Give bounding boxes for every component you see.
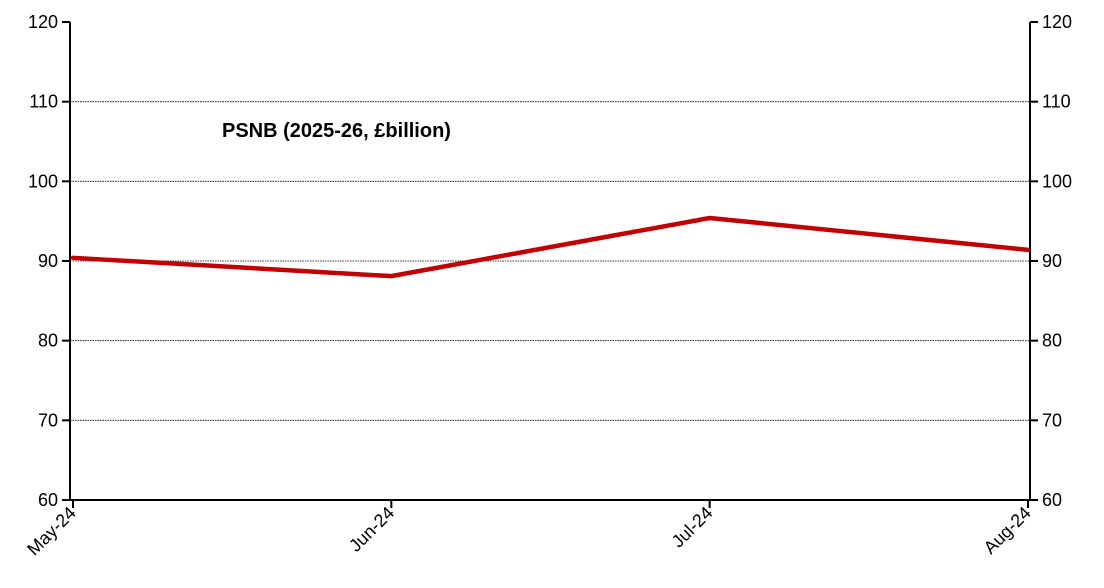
x-ticks: May-24 Jun-24 Jul-24 Aug-24 — [23, 500, 1035, 559]
x-tick-label: Aug-24 — [980, 503, 1035, 558]
y-tick-label-right: 80 — [1042, 331, 1062, 351]
gridlines — [70, 101, 1030, 421]
y-tick-label-left: 90 — [38, 251, 58, 271]
series-line — [70, 215, 1031, 279]
y-tick-label-left: 80 — [38, 331, 58, 351]
y-tick-label-left: 100 — [28, 171, 58, 191]
y-tick-label-left: 110 — [29, 92, 58, 112]
y-tick-label-right: 90 — [1042, 251, 1062, 271]
y-tick-label-right: 60 — [1042, 490, 1062, 510]
series — [70, 215, 1031, 279]
y-tick-label-left: 70 — [38, 410, 58, 430]
right-y-ticks: 60 70 80 90 100 110 120 — [1030, 12, 1072, 510]
y-tick-label-right: 120 — [1042, 12, 1072, 32]
y-tick-label-right: 100 — [1042, 171, 1072, 191]
left-y-ticks: 60 70 80 90 100 110 120 — [28, 12, 70, 510]
chart-title: PSNB (2025-26, £billion) — [222, 120, 451, 142]
x-tick-label: Jul-24 — [668, 503, 717, 552]
x-tick-label: Jun-24 — [345, 503, 398, 556]
y-tick-label-left: 60 — [38, 490, 58, 510]
y-tick-label-right: 70 — [1042, 410, 1062, 430]
y-tick-label-left: 120 — [28, 12, 58, 32]
x-tick-label: May-24 — [23, 503, 80, 560]
y-tick-label-right: 110 — [1042, 92, 1071, 112]
